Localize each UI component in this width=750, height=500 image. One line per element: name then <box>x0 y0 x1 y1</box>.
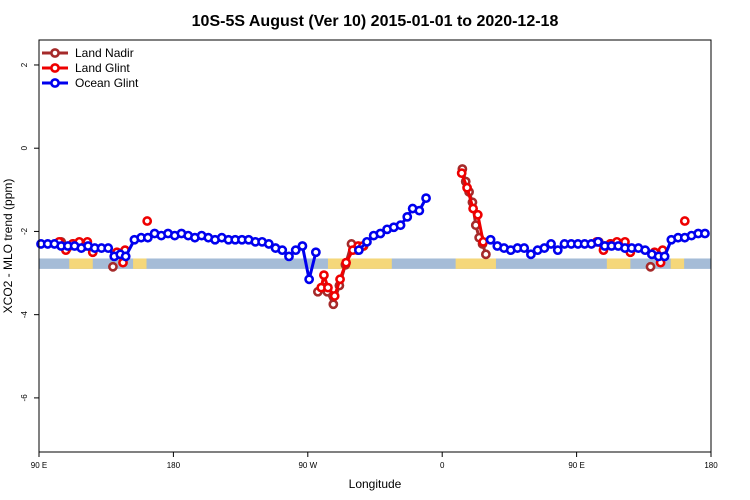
data-point <box>263 239 274 249</box>
data-point <box>319 270 329 281</box>
data-point <box>375 228 386 239</box>
y-axis: 2 0 -2 -4 -6 <box>20 62 39 401</box>
y-axis-label: XCO2 - MLO trend (ppm) <box>1 179 15 314</box>
land-band <box>606 258 631 269</box>
data-point <box>546 239 556 249</box>
x-tick-label: 0 <box>440 461 445 470</box>
legend-label: Land Glint <box>75 61 130 75</box>
data-point <box>329 291 340 301</box>
legend-item-land-glint: Land Glint <box>42 61 130 75</box>
data-point <box>552 245 563 256</box>
chart-title: 10S-5S August (Ver 10) 2015-01-01 to 202… <box>192 13 559 30</box>
data-point <box>284 251 294 262</box>
data-point <box>645 261 656 272</box>
data-point <box>640 245 651 256</box>
x-axis: 90 E 180 90 W 0 90 E 180 <box>31 452 718 470</box>
data-point <box>120 251 131 262</box>
data-point <box>142 232 153 243</box>
data-point <box>304 274 315 285</box>
x-tick-label: 90 E <box>568 461 584 470</box>
data-point <box>353 245 364 256</box>
data-point <box>485 234 496 245</box>
series-ocean-glint <box>36 193 710 285</box>
y-tick-label: -2 <box>20 227 29 235</box>
y-tick-label: 0 <box>20 145 29 150</box>
y-tick-label: -6 <box>20 394 29 402</box>
data-point <box>526 249 536 260</box>
data-point <box>456 168 467 179</box>
data-point <box>142 216 153 226</box>
data-point <box>679 216 690 226</box>
land-band <box>455 258 496 269</box>
legend-swatch-marker <box>50 48 60 58</box>
data-point <box>593 236 604 247</box>
data-point <box>462 182 472 193</box>
data-point <box>341 257 352 268</box>
data-point <box>277 245 288 256</box>
data-point <box>335 274 345 285</box>
x-tick-label: 90 E <box>31 461 47 470</box>
legend-label: Land Nadir <box>75 46 134 60</box>
data-point <box>323 282 333 293</box>
x-axis-label: Longitude <box>349 477 402 491</box>
data-point <box>414 205 425 216</box>
legend-swatch-marker <box>50 63 60 73</box>
data-point <box>700 228 710 239</box>
legend-item-land-nadir: Land Nadir <box>42 46 134 60</box>
data-point <box>480 249 491 260</box>
plot-frame <box>38 39 712 453</box>
data-point <box>468 203 479 214</box>
data-point <box>539 243 550 253</box>
data-point <box>103 243 114 253</box>
legend-item-ocean-glint: Ocean Glint <box>42 76 139 90</box>
data-point <box>310 247 321 258</box>
legend-swatch-marker <box>50 78 60 88</box>
legend-label: Ocean Glint <box>75 76 139 90</box>
series-layer <box>36 164 710 310</box>
x-tick-label: 90 W <box>298 461 317 470</box>
data-point <box>297 241 308 251</box>
land-band <box>69 258 93 269</box>
data-point <box>402 211 413 222</box>
x-tick-label: 180 <box>167 461 181 470</box>
x-tick-label: 180 <box>704 461 718 470</box>
data-point <box>362 236 372 247</box>
land-band <box>133 258 147 269</box>
data-point <box>290 245 301 256</box>
data-point <box>108 261 118 272</box>
land-band <box>327 258 392 269</box>
y-tick-label: -4 <box>20 311 29 319</box>
data-point <box>395 220 406 231</box>
data-point <box>659 251 670 262</box>
y-tick-label: 2 <box>20 62 29 67</box>
data-point <box>328 299 339 310</box>
data-point <box>421 193 431 204</box>
data-point <box>519 243 530 253</box>
surface-band <box>39 258 711 269</box>
land-band <box>670 258 685 269</box>
data-point <box>472 209 483 220</box>
